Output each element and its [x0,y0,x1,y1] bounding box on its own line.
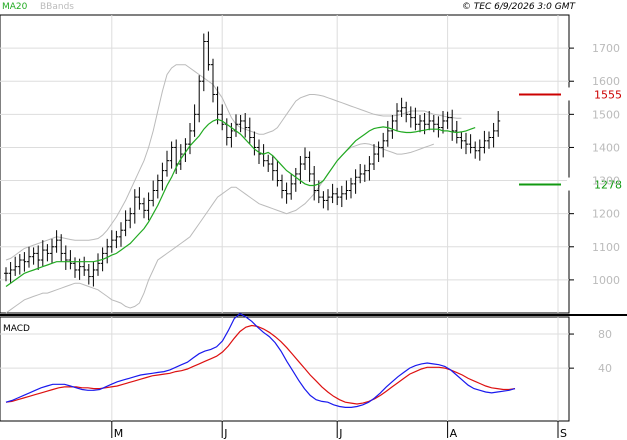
ma20-line [5,118,476,287]
price-tick-label: 1700 [592,42,620,55]
macd-tick-label: 80 [598,328,612,341]
time-tick-label: M [114,427,124,440]
support-label: 1278 [594,179,622,192]
time-tick-label: S [560,427,567,440]
bb-lower-line [5,142,434,314]
macd-title: MACD [3,324,30,334]
price-tick-label: 1300 [592,175,620,188]
resistance-label-bg [567,87,599,101]
price-tick-label: 1600 [592,75,620,88]
price-tick-label: 1400 [592,141,620,154]
copyright-text: © TEC 6/9/2026 3:0 GMT [462,2,577,12]
support-label-bg [567,177,599,191]
price-panel [0,14,570,314]
macd-tick-label: 40 [598,362,612,375]
time-tick-label: A [450,427,458,440]
time-tick-label: J [338,427,342,440]
time-tick-label: J [223,427,227,440]
price-tick-label: 1200 [592,208,620,221]
bb-upper-line [5,64,462,261]
ma-legend: MA20 [2,2,28,12]
price-tick-label: 1500 [592,108,620,121]
bb-legend: BBands [40,2,74,12]
resistance-label: 1555 [594,88,622,101]
macd-panel [0,316,570,422]
macd-line [5,312,516,408]
signal-line [5,324,516,405]
price-tick-label: 1100 [592,241,620,254]
price-tick-label: 1000 [592,274,620,287]
